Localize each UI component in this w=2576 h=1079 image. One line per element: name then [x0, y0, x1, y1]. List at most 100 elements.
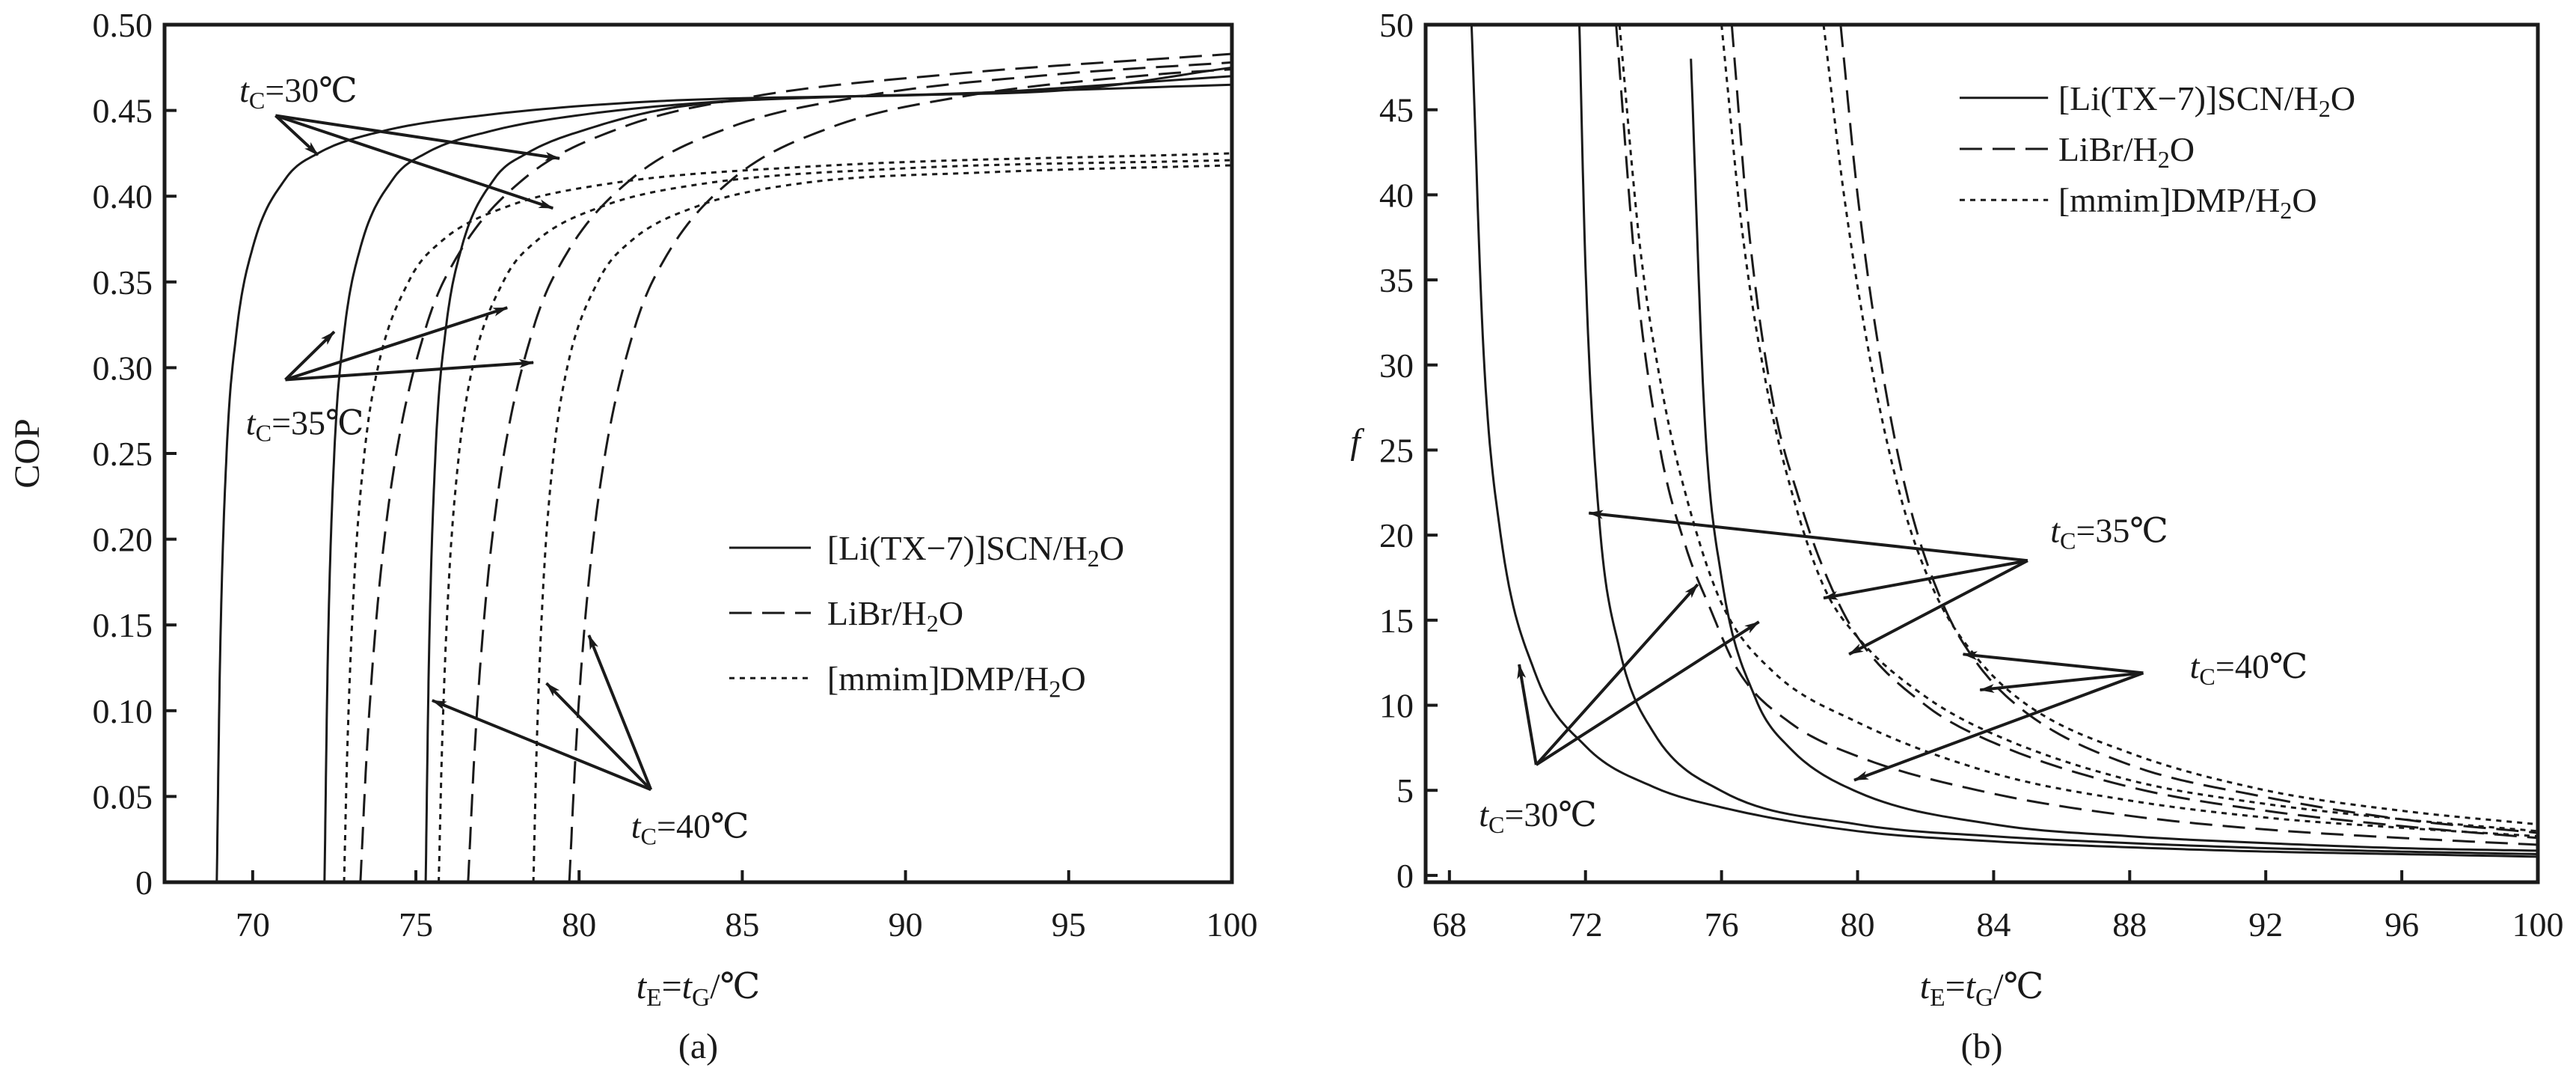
y-tick-label: 0.15: [93, 606, 153, 644]
series-line-dotted-7: [438, 159, 1232, 882]
annotation-arrow: [1517, 663, 1538, 765]
y-tick-label: 35: [1379, 261, 1414, 299]
series-line-solid-2: [1690, 58, 2538, 852]
y-tick-label: 0.10: [93, 692, 153, 730]
panel-b-f-chart: 68 72 76 80 84 88 92 96 100 0 5 10 15 20 25 30 35 40 45 50 t…: [1350, 6, 2563, 1066]
plot-frame: [1423, 22, 2540, 884]
y-tick-label: 0.40: [93, 177, 153, 216]
annotation-arrow: [1535, 620, 1760, 766]
annotation-1: tC=35℃: [1588, 510, 2168, 656]
series-group: [1470, 25, 2538, 858]
series-line-solid-0: [215, 83, 1232, 882]
annotation-label: tC=35℃: [246, 404, 364, 447]
annotation-arrow: [1588, 510, 2028, 563]
annotation-arrow: [1962, 651, 2144, 675]
y-tick-label: 0.30: [93, 349, 153, 387]
legend-label: [mmim]DMP/H2O: [827, 659, 1086, 702]
legend-label: [Li(TX−7)]SCN/H2O: [827, 529, 1124, 572]
annotation-label: tC=40℃: [631, 807, 749, 849]
y-tick-label: 40: [1379, 176, 1414, 214]
y-tick-label: 0.25: [93, 435, 153, 473]
x-tick-label: 95: [1052, 905, 1086, 944]
panel-a-cop-chart: 70 75 80 85 90 95 100 0 0.05 0.10 0.15 0.20 0.25 0.30…: [7, 6, 1258, 1066]
series-line-dashed-5: [1839, 25, 2538, 834]
x-tick-label: 90: [889, 905, 923, 944]
x-tick-label: 76: [1705, 905, 1739, 944]
panel-label: (a): [678, 1027, 718, 1066]
legend-label: LiBr/H2O: [2058, 130, 2195, 173]
legend-label: [mmim]DMP/H2O: [2058, 181, 2317, 224]
annotation-arrow: [284, 330, 336, 381]
y-tick-label: 0.50: [93, 6, 153, 44]
annotation-arrow: [431, 699, 651, 792]
x-tick-label: 84: [1976, 905, 2011, 944]
series-line-dotted-8: [1822, 25, 2538, 826]
series-line-dotted-6: [1618, 25, 2538, 838]
y-tick-label: 5: [1396, 771, 1414, 810]
y-tick-label: 0: [1396, 857, 1414, 895]
annotation-arrow: [1979, 671, 2144, 694]
x-tick-label: 88: [2112, 905, 2147, 944]
annotation-label: tC=35℃: [2050, 511, 2168, 554]
x-tick-label: 80: [562, 905, 596, 944]
annotation-arrow: [1848, 559, 2028, 656]
series-line-solid-1: [1578, 25, 2538, 855]
series-line-dashed-4: [467, 61, 1232, 882]
annotation-arrow: [275, 114, 554, 210]
annotation-2: tC=40℃: [1853, 647, 2308, 782]
y-tick-label: 25: [1379, 431, 1414, 469]
y-tick-label: 15: [1379, 602, 1414, 640]
y-tick-label: 10: [1379, 687, 1414, 725]
legend-label: [Li(TX−7)]SCN/H2O: [2058, 79, 2355, 122]
annotation-label: tC=30℃: [1479, 795, 1597, 838]
y-tick-label: 50: [1379, 6, 1414, 44]
y-axis-title: f: [1350, 422, 1364, 462]
x-tick-label: 72: [1568, 905, 1603, 944]
annotation-0: tC=30℃: [239, 71, 561, 210]
series-line-dashed-3: [359, 52, 1232, 882]
y-tick-label: 0.05: [93, 777, 153, 816]
series-line-solid-1: [323, 75, 1232, 882]
y-tick-label: 0.35: [93, 263, 153, 302]
x-tick-label: 70: [236, 905, 270, 944]
series-line-dotted-7: [1720, 25, 2538, 833]
x-tick-label: 100: [1206, 905, 1258, 944]
annotation-1: tC=35℃: [246, 306, 535, 447]
y-tick-label: 20: [1379, 516, 1414, 554]
x-tick-label: 68: [1432, 905, 1467, 944]
series-line-dotted-6: [343, 152, 1232, 882]
annotation-0: tC=30℃: [1479, 583, 1760, 838]
y-tick-label: 45: [1379, 91, 1414, 129]
series-line-solid-2: [424, 66, 1232, 882]
annotation-arrow: [1853, 671, 2144, 782]
x-tick-label: 96: [2385, 905, 2419, 944]
annotation-2: tC=40℃: [431, 635, 749, 849]
x-axis-title: tE=tG/℃: [1920, 967, 2044, 1012]
annotation-arrow: [1823, 559, 2028, 600]
y-tick-label: 30: [1379, 346, 1414, 385]
panel-label: (b): [1961, 1027, 2003, 1066]
plot-frame: [162, 22, 1234, 884]
x-axis-title: tE=tG/℃: [637, 967, 761, 1012]
series-group: [215, 52, 1232, 882]
x-tick-label: 92: [2248, 905, 2283, 944]
annotation-arrow: [545, 682, 652, 791]
legend: [Li(TX−7)]SCN/H2O LiBr/H2O [mmim]DMP/H2O: [1959, 79, 2355, 224]
series-line-dotted-8: [532, 164, 1232, 882]
annotation-arrow: [284, 306, 509, 382]
x-tick-label: 100: [2512, 905, 2564, 944]
x-tick-label: 85: [725, 905, 759, 944]
annotation-label: tC=40℃: [2190, 647, 2308, 690]
legend-label: LiBr/H2O: [827, 594, 963, 637]
annotation-arrow: [1535, 583, 1699, 766]
y-tick-label: 0.20: [93, 521, 153, 559]
legend: [Li(TX−7)]SCN/H2O LiBr/H2O [mmim]DMP/H2O: [729, 529, 1124, 702]
x-tick-label: 80: [1841, 905, 1875, 944]
annotation-arrow: [275, 114, 561, 161]
annotation-arrow: [587, 635, 653, 790]
series-line-solid-0: [1470, 25, 2538, 858]
y-axis-title: COP: [7, 418, 47, 488]
series-line-dashed-5: [568, 68, 1232, 882]
annotation-label: tC=30℃: [239, 71, 358, 114]
